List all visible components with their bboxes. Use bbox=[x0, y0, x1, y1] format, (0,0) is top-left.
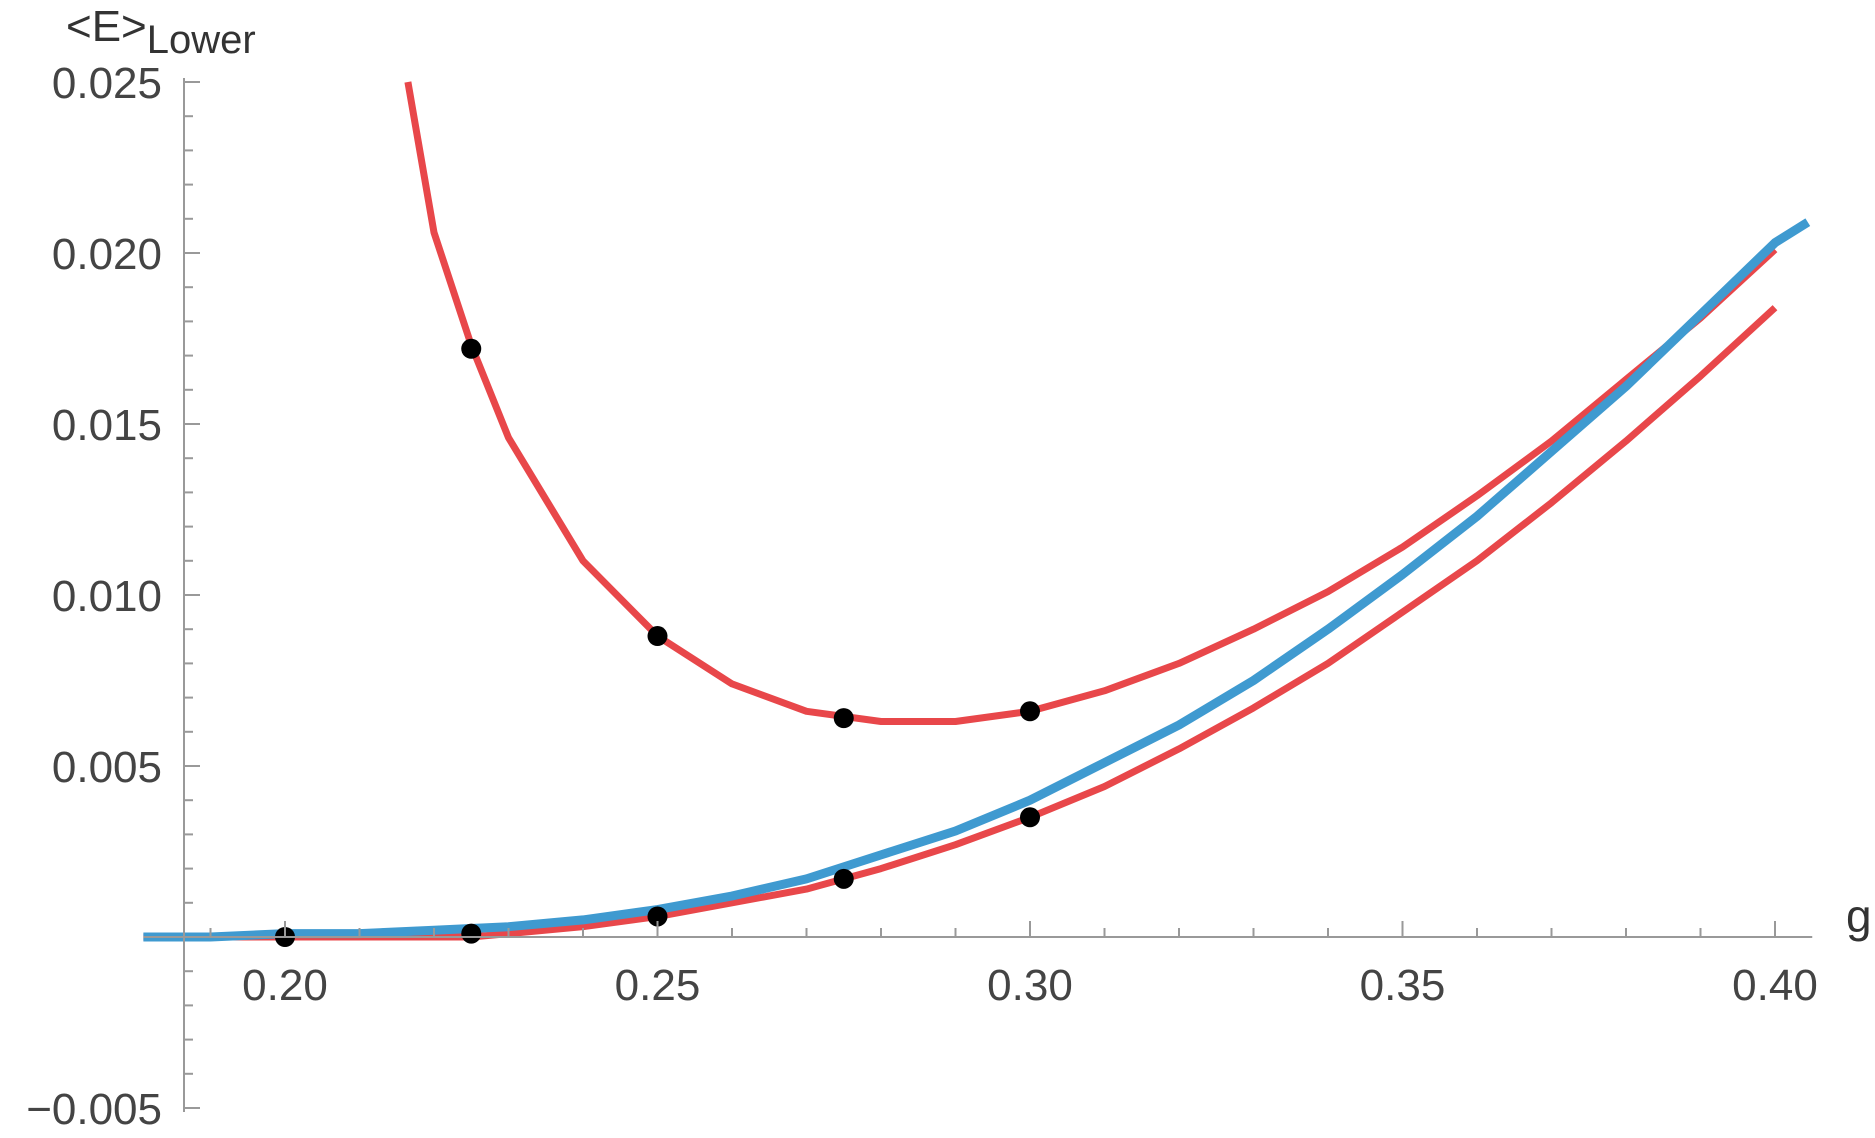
series-line-3 bbox=[143, 218, 1811, 942]
data-points-layer bbox=[275, 338, 1040, 947]
data-point bbox=[833, 868, 854, 889]
y-tick-label: 0.015 bbox=[52, 401, 162, 450]
data-point bbox=[461, 923, 482, 944]
series-layer bbox=[143, 81, 1811, 942]
y-axis-subscript: Lower bbox=[147, 18, 256, 62]
x-tick-label: 0.20 bbox=[242, 961, 328, 1010]
x-axis-title: g bbox=[1846, 890, 1872, 942]
y-tick-label: 0.025 bbox=[52, 59, 162, 108]
y-tick-label: 0.005 bbox=[52, 743, 162, 792]
y-axis-title: <E>Lower bbox=[66, 2, 256, 62]
data-point bbox=[833, 708, 854, 729]
labels-layer: <E>Lower g bbox=[66, 2, 1872, 942]
x-tick-label: 0.30 bbox=[987, 961, 1073, 1010]
y-axis-label: <E> bbox=[66, 2, 147, 51]
y-tick-label: 0.010 bbox=[52, 572, 162, 621]
x-tick-label: 0.35 bbox=[1360, 961, 1446, 1010]
data-point bbox=[461, 338, 482, 359]
data-point bbox=[647, 906, 668, 927]
data-point bbox=[647, 626, 668, 647]
series-line-2 bbox=[143, 305, 1778, 941]
x-tick-label: 0.25 bbox=[615, 961, 701, 1010]
data-point bbox=[1020, 807, 1040, 828]
series-line-1 bbox=[404, 81, 1778, 725]
data-point bbox=[1020, 701, 1040, 722]
y-tick-label: −0.005 bbox=[26, 1085, 162, 1134]
axes-layer: 0.20 0.25 0.30 0.35 0.40 −0.005 0.005 0.010 0.01… bbox=[26, 59, 1818, 1134]
y-tick-label: 0.020 bbox=[52, 230, 162, 279]
x-tick-label: 0.40 bbox=[1732, 961, 1818, 1010]
